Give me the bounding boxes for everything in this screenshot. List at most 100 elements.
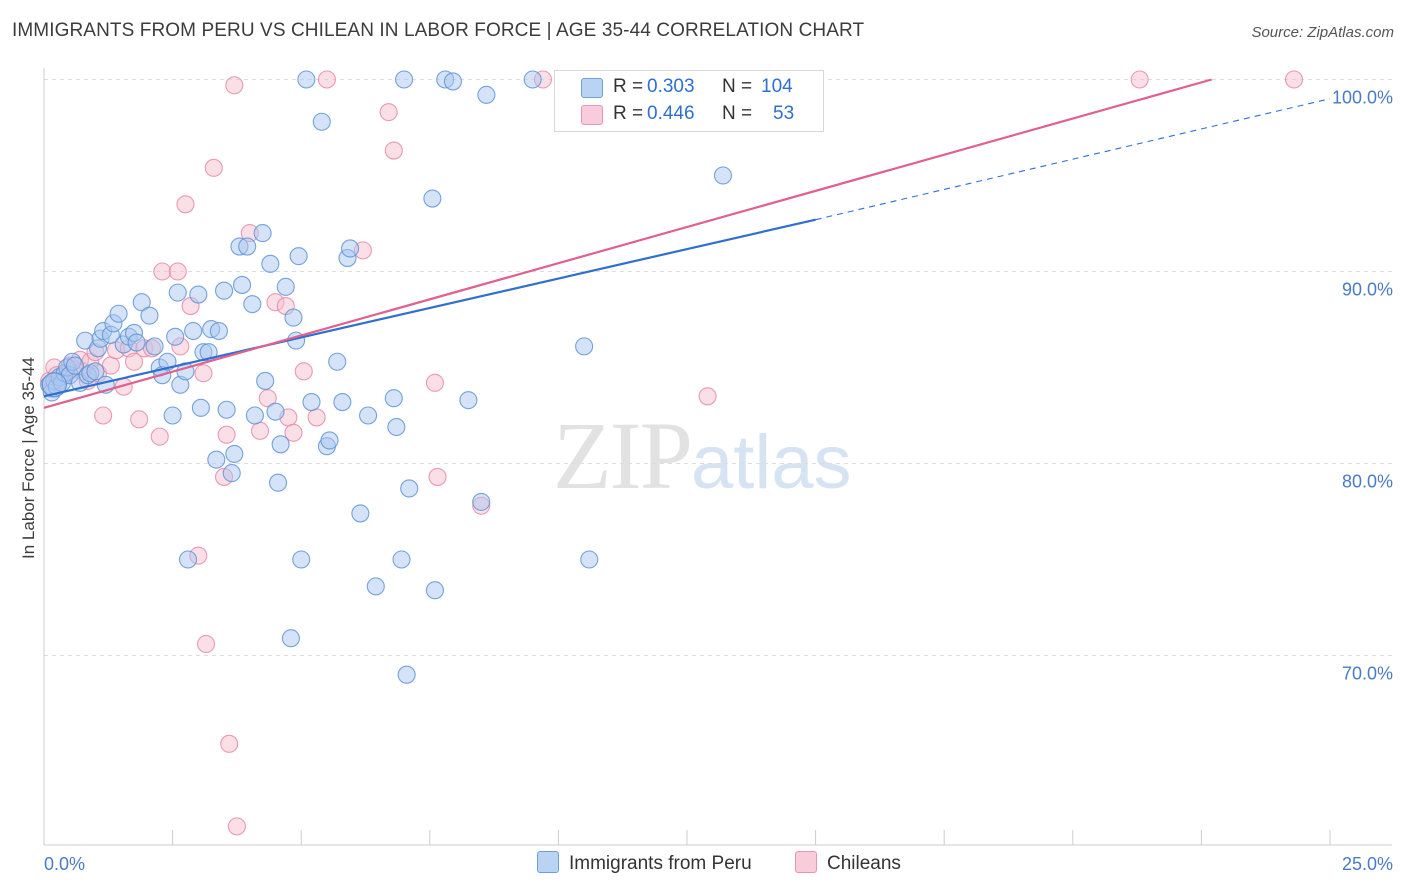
chileans-swatch — [581, 105, 603, 125]
peru-point — [384, 389, 403, 408]
chilean-point — [150, 427, 169, 446]
chilean-point — [294, 362, 313, 381]
chart-title: IMMIGRANTS FROM PERU VS CHILEAN IN LABOR… — [12, 20, 865, 41]
peru-point — [266, 402, 285, 421]
peru-point — [127, 333, 146, 352]
peru-point — [387, 417, 406, 437]
peru-point — [366, 577, 385, 596]
peru-point — [217, 400, 236, 419]
peru-point — [271, 435, 290, 454]
chilean-point — [168, 262, 187, 281]
peru-point — [189, 285, 208, 304]
stats-row-peru: R = 0.303 N = 104 — [555, 75, 823, 101]
peru-trend-extension — [815, 98, 1331, 221]
stats-row-chileans: R = 0.446 N = 53 — [555, 102, 823, 128]
chilean-point — [130, 410, 149, 429]
peru-point — [145, 337, 164, 356]
peru-point — [238, 237, 257, 256]
peru-point — [269, 473, 288, 492]
peru-point — [400, 479, 419, 498]
peru-point — [320, 431, 339, 450]
peru-point — [191, 398, 210, 417]
n-label: N = — [722, 103, 753, 124]
y-tick-label: 80.0% — [1342, 472, 1393, 492]
chilean-point — [1284, 70, 1304, 89]
peru-point — [261, 254, 280, 273]
peru-point — [243, 295, 262, 314]
peru-point — [281, 629, 300, 648]
peru-point — [140, 306, 159, 325]
axis-layer — [43, 68, 1392, 846]
peru-point — [225, 444, 244, 463]
y-tick-label: 90.0% — [1342, 280, 1393, 300]
chileans-legend-swatch — [795, 851, 817, 873]
chilean-point — [124, 352, 144, 371]
chilean-point — [225, 76, 244, 95]
peru-point — [341, 239, 360, 258]
n-value: 53 — [773, 103, 795, 124]
peru-point — [312, 112, 331, 131]
chilean-point — [384, 141, 403, 160]
chilean-point — [1130, 70, 1149, 89]
chilean-point — [204, 158, 223, 177]
peru-point — [351, 504, 370, 523]
peru-point — [86, 362, 105, 381]
peru-point — [276, 277, 295, 296]
legend-item-chileans[interactable]: Chileans — [795, 851, 901, 875]
peru-point — [333, 393, 352, 412]
n-label: N = — [722, 76, 753, 97]
y-tick-label: 70.0% — [1342, 664, 1393, 684]
series-legend: Immigrants from Peru Chileans — [0, 851, 1406, 879]
y-axis-label: In Labor Force | Age 35-44 — [19, 357, 38, 559]
watermark-atlas: atlas — [691, 420, 852, 505]
r-value: 0.446 — [647, 103, 695, 124]
peru-point — [207, 450, 226, 469]
trend-layer — [43, 78, 1331, 409]
peru-point — [423, 189, 442, 208]
peru-point — [163, 406, 182, 425]
peru-point — [256, 371, 275, 390]
chilean-point — [258, 389, 277, 408]
legend-item-peru[interactable]: Immigrants from Peru — [537, 851, 752, 875]
peru-point — [397, 665, 416, 684]
chilean-point — [153, 262, 172, 281]
chilean-point — [194, 364, 213, 383]
y-tick-label: 100.0% — [1332, 88, 1393, 108]
peru-point — [477, 85, 496, 104]
peru-point — [245, 406, 264, 425]
peru-point — [209, 321, 228, 341]
grid-layer — [44, 79, 1392, 656]
peru-point — [395, 70, 414, 89]
peru-point — [359, 406, 378, 425]
chilean-point — [220, 734, 239, 753]
peru-point — [289, 247, 308, 266]
legend-label-chileans: Chileans — [827, 853, 901, 874]
peru-point — [222, 464, 241, 483]
peru-point — [232, 275, 252, 294]
chilean-point — [217, 425, 236, 444]
peru-point — [184, 321, 203, 341]
chilean-point — [425, 373, 444, 392]
tick-layer: 70.0% 80.0% 90.0% 100.0% 0.0% 25.0% — [44, 88, 1393, 875]
chilean-point — [698, 387, 717, 406]
peru-point — [214, 281, 234, 300]
peru-point — [284, 308, 303, 327]
peru-point — [132, 293, 151, 312]
chilean-point — [307, 408, 326, 427]
peru-point — [166, 327, 185, 346]
peru-point — [302, 393, 321, 412]
peru-point — [178, 550, 198, 569]
x-tick-label: 0.0% — [44, 854, 85, 874]
chilean-point — [284, 423, 303, 442]
peru-point — [443, 72, 462, 91]
peru-swatch — [581, 78, 603, 98]
peru-point — [168, 283, 187, 302]
r-label: R = — [613, 76, 644, 97]
x-tick-label: 25.0% — [1342, 854, 1393, 874]
peru-point — [425, 581, 444, 600]
peru-point — [253, 224, 272, 243]
chilean-point — [250, 421, 270, 440]
watermark-zip: ZIP — [553, 402, 693, 509]
chilean-trend-line — [43, 78, 1212, 409]
peru-point — [713, 166, 733, 185]
